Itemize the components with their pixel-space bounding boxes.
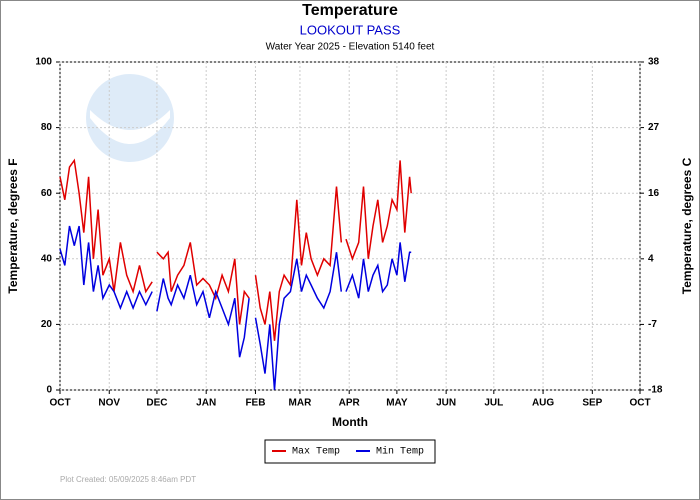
y-tick-label: 0	[46, 385, 52, 396]
x-tick-label: JUN	[436, 398, 456, 409]
y-axis-label: Temperature, degrees F	[6, 158, 20, 293]
chart-title: Temperature	[302, 2, 398, 19]
y2-tick-label: 16	[648, 188, 660, 199]
x-tick-label: SEP	[582, 398, 602, 409]
legend-label: Max Temp	[292, 447, 340, 458]
y-tick-label: 60	[41, 188, 53, 199]
x-tick-label: MAR	[289, 398, 313, 409]
legend	[264, 439, 436, 464]
y-tick-label: 20	[41, 319, 53, 330]
x-tick-label: NOV	[98, 398, 120, 409]
x-tick-label: OCT	[49, 398, 70, 409]
x-tick-label: OCT	[629, 398, 650, 409]
x-tick-label: DEC	[146, 398, 167, 409]
data-line	[59, 225, 412, 391]
y2-tick-label: -7	[648, 319, 657, 330]
y2-axis-label: Temperature, degrees C	[680, 157, 694, 294]
y-tick-label: 80	[41, 122, 53, 133]
x-tick-label: AUG	[532, 398, 554, 409]
logo	[86, 74, 174, 162]
x-tick-label: APR	[339, 398, 361, 409]
x-tick-label: FEB	[245, 398, 265, 409]
y-tick-label: 40	[41, 253, 53, 264]
x-tick-label: JUL	[484, 398, 503, 409]
legend-label: Min Temp	[376, 446, 424, 458]
y-tick-label: 100	[35, 57, 52, 68]
y2-tick-label: -18	[648, 385, 663, 396]
y2-tick-label: 38	[648, 57, 660, 68]
chart-subtitle: LOOKOUT PASS	[300, 22, 401, 37]
x-tick-label: MAY	[386, 398, 408, 409]
x-tick-label: JAN	[196, 398, 216, 409]
data-line	[59, 158, 412, 341]
chart-caption: Water Year 2025 - Elevation 5140 feet	[266, 42, 435, 53]
x-axis-label: Month	[332, 415, 368, 429]
y2-tick-label: 4	[648, 253, 654, 264]
y2-tick-label: 27	[648, 122, 660, 133]
footer: Plot Created: 05/09/2025 8:46am PDT	[60, 475, 196, 484]
